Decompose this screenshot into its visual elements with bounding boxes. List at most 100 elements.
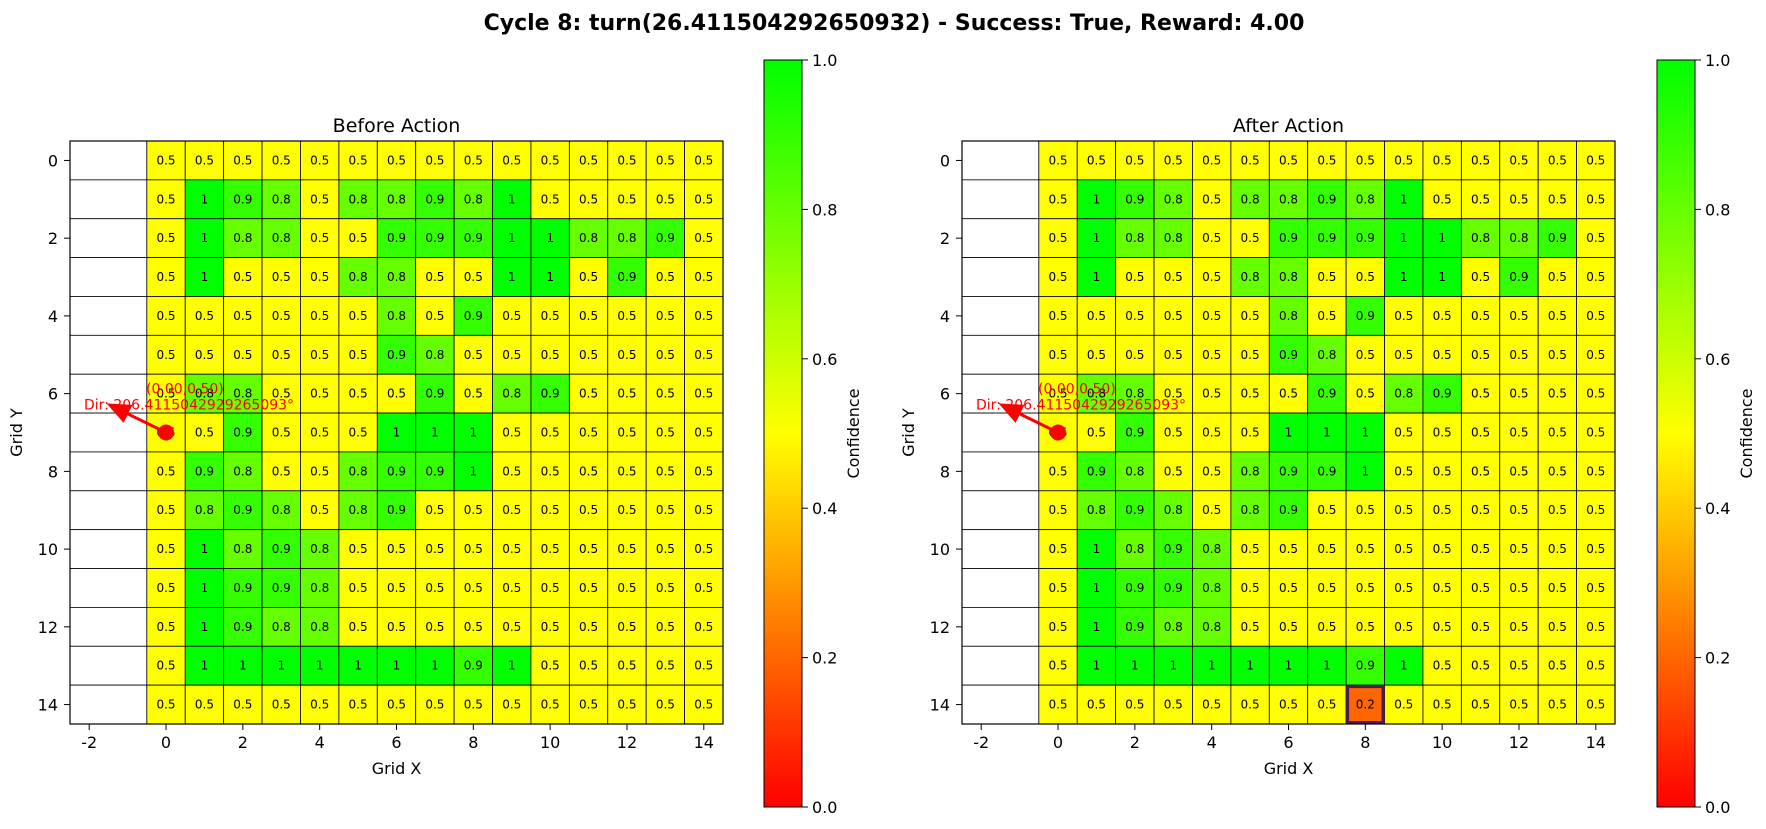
heatmap-cell	[1499, 684, 1539, 725]
cell-value-label: 0.8	[349, 464, 368, 478]
cell-value-label: 0.5	[349, 387, 368, 401]
heatmap-cell	[415, 568, 455, 608]
cell-value-label: 0.5	[502, 698, 521, 712]
cell-value-label: 0.5	[579, 426, 598, 440]
cell-value-label: 0.5	[1471, 309, 1490, 323]
heatmap-cell	[1153, 529, 1193, 569]
cell-value-label: 0.8	[1241, 192, 1260, 206]
heatmap-cell	[415, 296, 455, 336]
x-tick-label: 4	[1207, 733, 1217, 752]
before-action-panel: 0.5 0.5 0.5 0.5 0.5 0.5 0.5 0.5 0.5 0.5 0.5 0.5 0.5 0…	[7, 115, 724, 778]
cell-value-label: 0.5	[1164, 387, 1183, 401]
cell-value-label: 0.5	[464, 698, 483, 712]
heatmap-cell	[261, 140, 301, 181]
cell-value-label: 0.5	[1279, 387, 1298, 401]
heatmap-cell	[684, 412, 724, 453]
heatmap-cell	[1422, 179, 1462, 220]
heatmap-cell	[1230, 607, 1270, 647]
cell-value-label: 0.5	[1509, 503, 1528, 517]
heatmap-cell	[1499, 296, 1539, 336]
heatmap-cell	[607, 451, 647, 492]
heatmap-cell	[1192, 257, 1232, 297]
cell-value-label: 0.5	[617, 620, 636, 634]
cell-value-label: 0.5	[233, 348, 252, 362]
heatmap-cell	[1115, 568, 1155, 608]
heatmap-cell	[1345, 412, 1385, 453]
cell-value-label: 0.5	[1356, 542, 1375, 556]
robot-marker	[1050, 424, 1067, 441]
cell-value-label: 0.5	[656, 503, 675, 517]
heatmap-cell	[300, 568, 340, 608]
heatmap-cell	[1192, 568, 1232, 608]
cell-value-label: 1	[354, 659, 362, 673]
heatmap-cell	[223, 529, 263, 569]
cell-value-label: 0.8	[195, 503, 214, 517]
cell-value-label: 0.5	[1394, 309, 1413, 323]
colorbar-tick-label: 0.4	[1705, 499, 1730, 518]
colorbar-tick-label: 0.2	[1705, 649, 1730, 668]
cell-value-label: 0.5	[349, 153, 368, 167]
cell-value-label: 0.9	[387, 231, 406, 245]
heatmap-cell	[261, 179, 301, 220]
heatmap-cell	[453, 490, 493, 531]
axes-title: Before Action	[333, 115, 461, 137]
cell-value-label: 0.5	[156, 620, 175, 634]
before-action-colorbar: 0.0 0.2 0.4 0.6 0.8 1.0 Confidence	[763, 51, 863, 817]
heatmap-cell	[568, 645, 609, 686]
cell-value-label: 0.5	[656, 348, 675, 362]
heatmap-cell	[1345, 684, 1385, 725]
cell-value-label: 0.5	[1471, 542, 1490, 556]
heatmap-cell	[261, 645, 301, 686]
cell-value-label: 0.5	[1586, 464, 1605, 478]
y-tick-label: 6	[940, 385, 950, 404]
heatmap-cell	[415, 490, 455, 531]
cell-value-label: 0.5	[1087, 348, 1106, 362]
cell-value-label: 0.5	[541, 503, 560, 517]
cell-value-label: 0.9	[617, 270, 636, 284]
cell-value-label: 0.5	[579, 464, 598, 478]
cell-value-label: 0.8	[1125, 464, 1144, 478]
colorbar-tick-label: 0.0	[1705, 798, 1730, 817]
cell-value-label: 0.5	[1509, 542, 1528, 556]
cell-value-label: 0.5	[156, 659, 175, 673]
heatmap-cell	[1345, 490, 1385, 531]
heatmap-cell	[1307, 607, 1347, 647]
cell-value-label: 0.5	[1202, 426, 1221, 440]
cell-value-label: 0.9	[1164, 542, 1183, 556]
cell-value-label: 0.5	[1048, 153, 1067, 167]
heatmap-cell	[530, 179, 570, 220]
cell-value-label: 0.9	[1087, 464, 1106, 478]
cell-value-label: 0.9	[1356, 309, 1375, 323]
cell-value-label: 0.5	[1509, 309, 1528, 323]
cell-value-label: 1	[1208, 659, 1216, 673]
cell-value-label: 0.5	[579, 503, 598, 517]
cell-value-label: 0.5	[1241, 348, 1260, 362]
colorbar-label: Confidence	[1737, 389, 1756, 479]
cell-value-label: 1	[201, 231, 209, 245]
heatmap-cell	[146, 684, 186, 725]
colorbar-tick-label: 0.8	[1705, 200, 1730, 219]
cell-value-label: 0.5	[349, 426, 368, 440]
cell-value-label: 0.5	[1394, 542, 1413, 556]
heatmap-cell	[1115, 451, 1155, 492]
cell-value-label: 0.8	[349, 192, 368, 206]
y-tick-label: 0	[940, 151, 950, 170]
cell-value-label: 0.5	[1048, 348, 1067, 362]
cell-value-label: 0.5	[694, 659, 713, 673]
cell-value-label: 0.5	[617, 348, 636, 362]
colorbar-tick-label: 0.6	[812, 350, 837, 369]
cell-value-label: 0.5	[1125, 270, 1144, 284]
cell-value-label: 0.5	[1241, 309, 1260, 323]
cell-value-label: 0.5	[541, 192, 560, 206]
heatmap-cell	[684, 568, 724, 608]
y-tick-label: 8	[940, 462, 950, 481]
heatmap-cell	[530, 607, 570, 647]
cell-value-label: 0.5	[1202, 153, 1221, 167]
cell-value-label: 1	[239, 659, 247, 673]
heatmap-cell	[1115, 645, 1155, 686]
cell-value-label: 0.8	[617, 231, 636, 245]
heatmap-cell	[1537, 296, 1577, 336]
cell-value-label: 0.5	[1317, 581, 1336, 595]
heatmap-cell	[1268, 529, 1309, 569]
